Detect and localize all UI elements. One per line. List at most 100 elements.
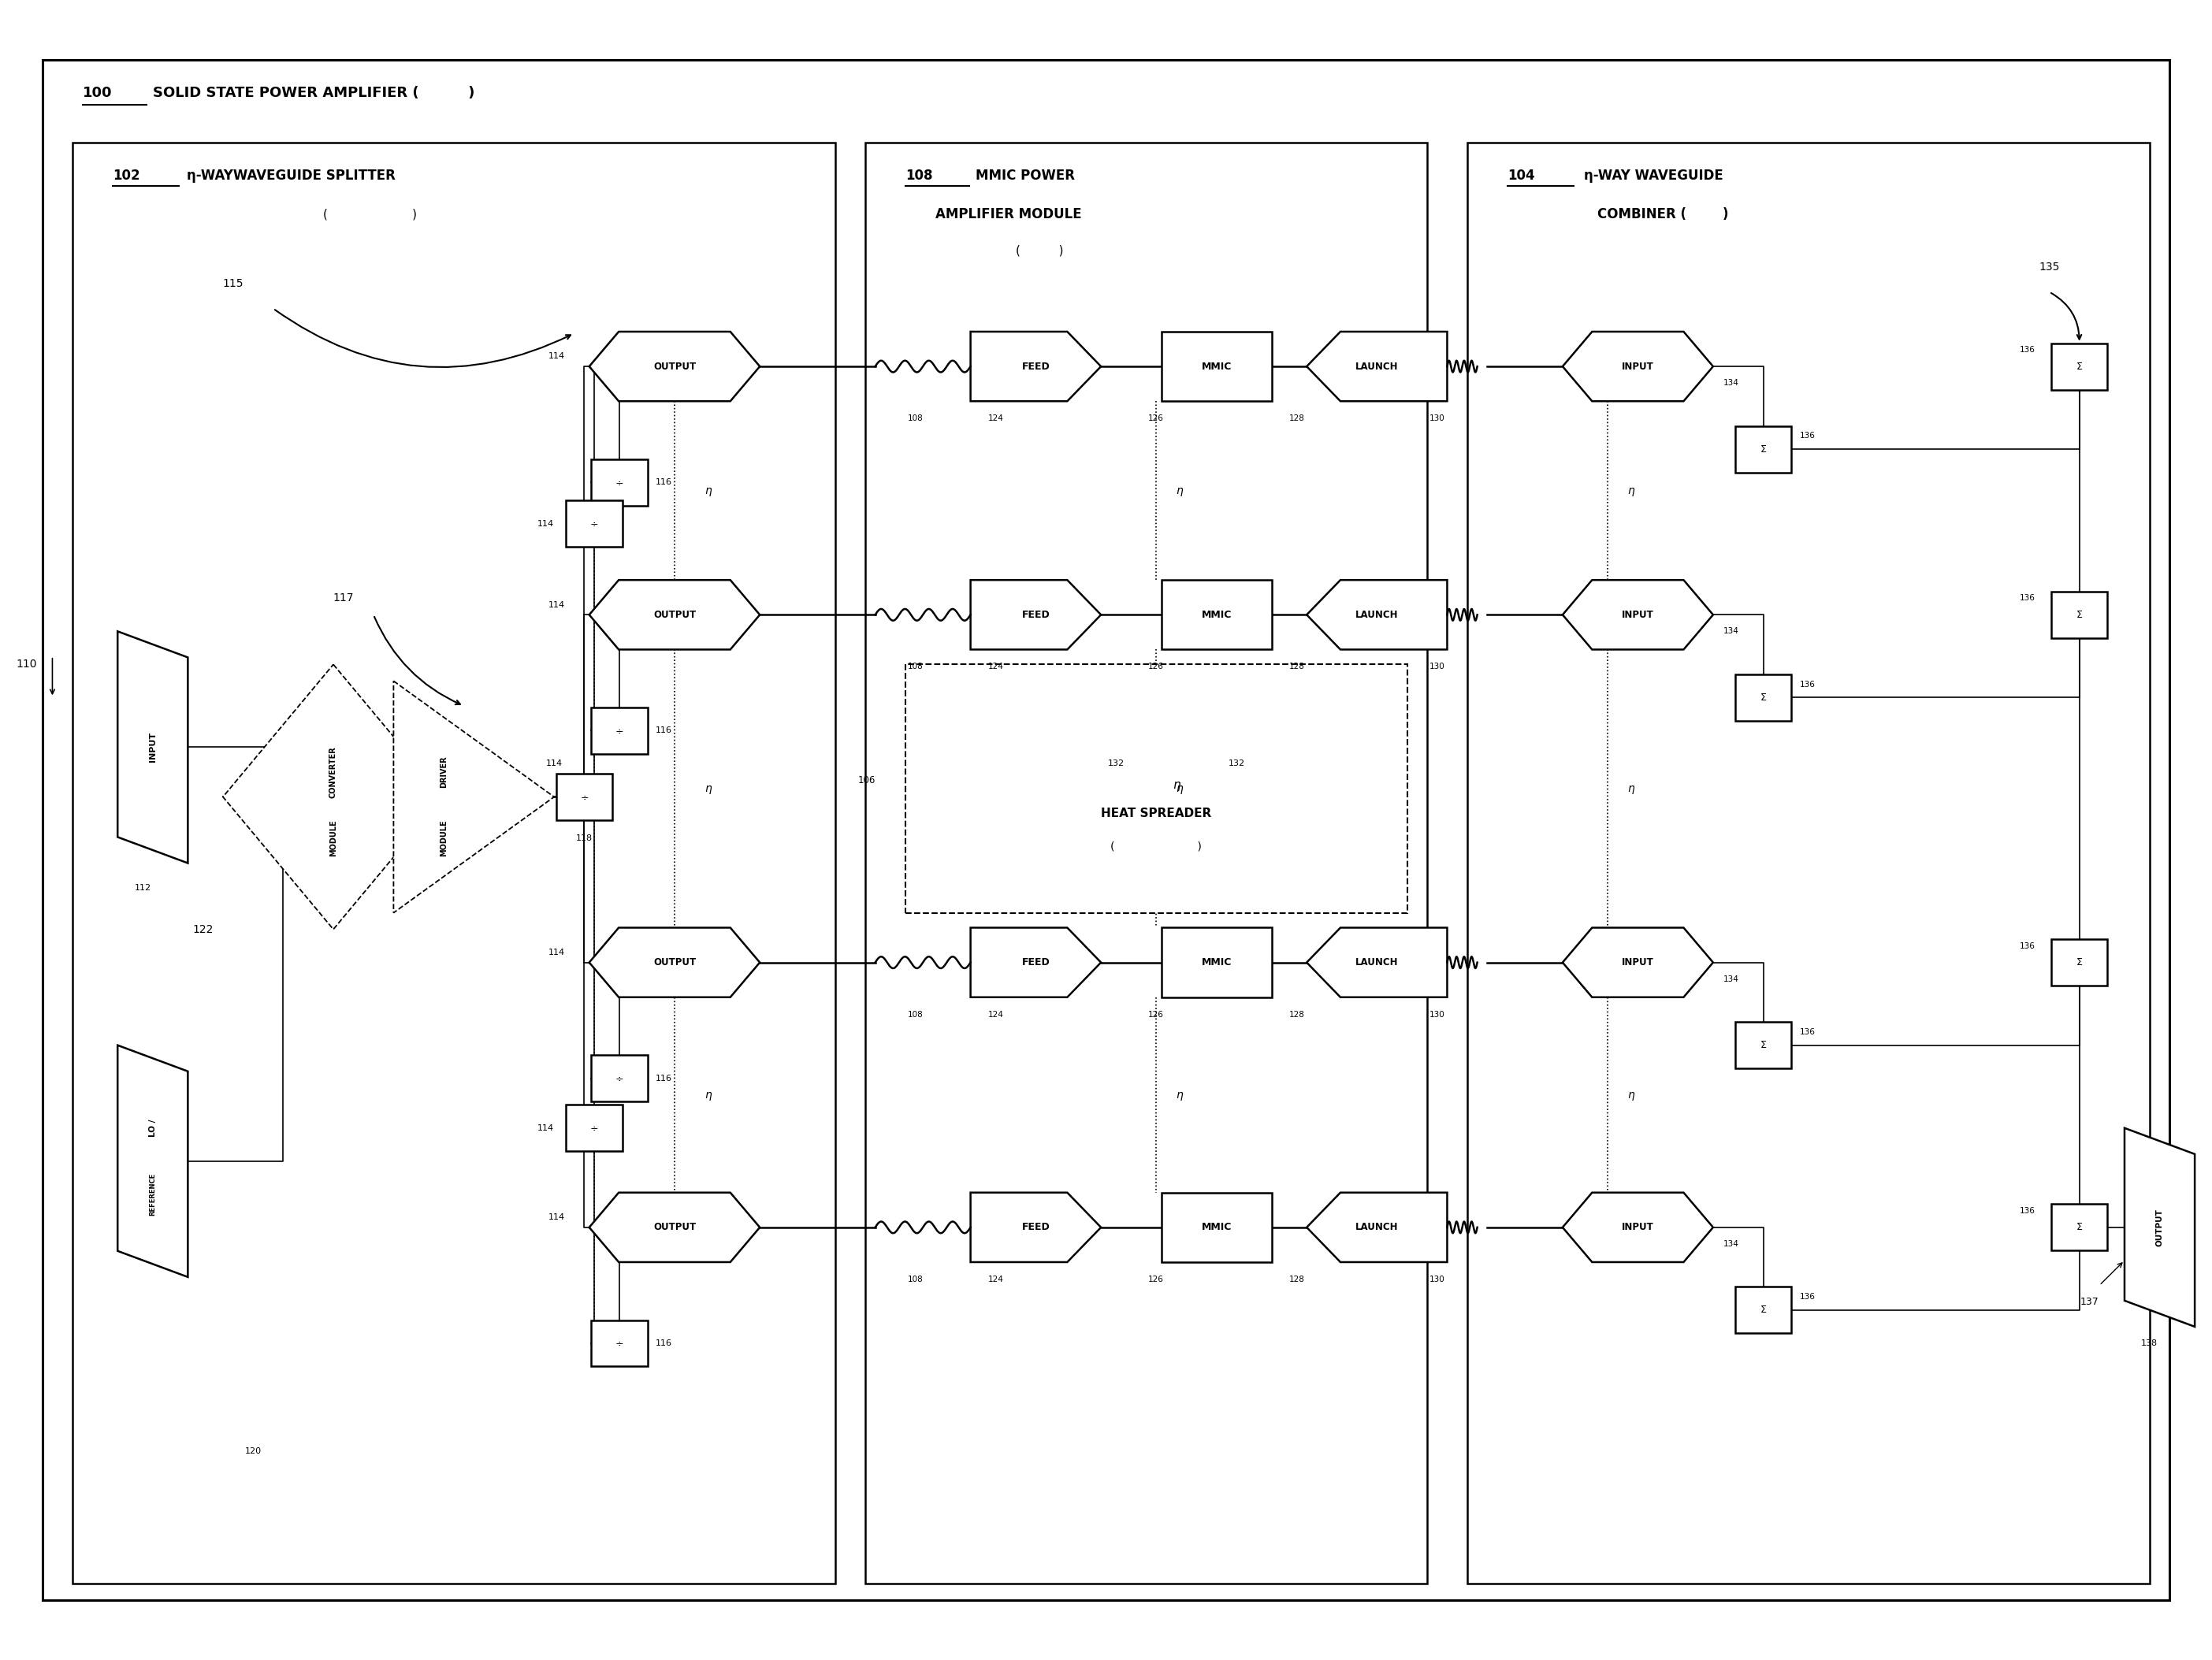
Polygon shape <box>117 1046 188 1277</box>
Polygon shape <box>1307 579 1447 649</box>
Text: 134: 134 <box>1723 627 1739 636</box>
Text: 128: 128 <box>1290 1011 1305 1018</box>
Text: 128: 128 <box>1290 1275 1305 1283</box>
Text: 116: 116 <box>655 1340 672 1348</box>
Text: FEED: FEED <box>1022 958 1051 968</box>
Text: $\Sigma$: $\Sigma$ <box>2075 609 2084 619</box>
Text: 115: 115 <box>223 279 243 289</box>
Text: 116: 116 <box>655 727 672 735</box>
Text: η: η <box>706 485 712 496</box>
Polygon shape <box>1307 928 1447 998</box>
Text: $\Sigma$: $\Sigma$ <box>2075 1222 2084 1232</box>
FancyBboxPatch shape <box>2051 940 2108 986</box>
Polygon shape <box>588 332 759 402</box>
Text: 106: 106 <box>858 775 876 785</box>
Polygon shape <box>1562 579 1712 649</box>
Text: 134: 134 <box>1723 378 1739 387</box>
Text: 124: 124 <box>989 1011 1004 1018</box>
Text: OUTPUT: OUTPUT <box>653 958 697 968</box>
Polygon shape <box>971 928 1102 998</box>
Text: 138: 138 <box>2141 1340 2159 1348</box>
Text: FEED: FEED <box>1022 609 1051 619</box>
Text: 110: 110 <box>15 659 38 671</box>
Polygon shape <box>588 928 759 998</box>
FancyBboxPatch shape <box>1161 928 1272 998</box>
Text: $\Sigma$: $\Sigma$ <box>2075 958 2084 968</box>
Text: 114: 114 <box>549 352 564 360</box>
FancyBboxPatch shape <box>591 707 648 754</box>
Polygon shape <box>1307 1192 1447 1262</box>
FancyBboxPatch shape <box>73 143 836 1584</box>
Text: $\div$: $\div$ <box>615 1074 624 1084</box>
Text: $\Sigma$: $\Sigma$ <box>1761 1305 1767 1315</box>
Text: INPUT: INPUT <box>148 732 157 762</box>
FancyBboxPatch shape <box>113 1227 473 1459</box>
Text: 124: 124 <box>989 662 1004 671</box>
Text: η: η <box>1177 784 1183 793</box>
Text: η-WAY WAVEGUIDE: η-WAY WAVEGUIDE <box>1584 169 1723 183</box>
Text: 128: 128 <box>1290 415 1305 422</box>
Text: 112: 112 <box>135 885 150 891</box>
Text: (                        ): ( ) <box>1110 842 1201 852</box>
FancyBboxPatch shape <box>1161 579 1272 649</box>
Text: η: η <box>1628 485 1635 496</box>
Text: 104: 104 <box>1506 169 1535 183</box>
FancyBboxPatch shape <box>1734 1286 1792 1333</box>
Text: 126: 126 <box>1148 1011 1164 1018</box>
Text: 108: 108 <box>907 662 922 671</box>
Text: LO /: LO / <box>148 1119 157 1137</box>
Text: COMBINER (        ): COMBINER ( ) <box>1597 208 1730 221</box>
Text: MMIC: MMIC <box>1201 958 1232 968</box>
Polygon shape <box>971 579 1102 649</box>
Text: 135: 135 <box>2039 262 2059 272</box>
Polygon shape <box>971 1192 1102 1262</box>
Text: MODULE: MODULE <box>440 820 447 857</box>
Text: 116: 116 <box>655 478 672 486</box>
FancyBboxPatch shape <box>591 1320 648 1366</box>
Text: η: η <box>1177 1089 1183 1101</box>
FancyBboxPatch shape <box>591 1056 648 1102</box>
Text: MMIC: MMIC <box>1201 362 1232 372</box>
Text: 132: 132 <box>1228 760 1245 767</box>
Text: 137: 137 <box>2079 1296 2099 1306</box>
Text: 136: 136 <box>2020 941 2035 950</box>
Text: 114: 114 <box>549 601 564 609</box>
Text: 130: 130 <box>1429 1011 1444 1018</box>
Text: 134: 134 <box>1723 1240 1739 1248</box>
FancyBboxPatch shape <box>1734 427 1792 473</box>
FancyBboxPatch shape <box>905 664 1407 913</box>
Text: η-WAYWAVEGUIDE SPLITTER: η-WAYWAVEGUIDE SPLITTER <box>186 169 396 183</box>
FancyBboxPatch shape <box>1467 143 2150 1584</box>
Text: REFERENCE: REFERENCE <box>148 1174 157 1215</box>
Text: 130: 130 <box>1429 662 1444 671</box>
Text: INPUT: INPUT <box>1621 362 1655 372</box>
Text: 100: 100 <box>82 86 113 100</box>
Text: $\Sigma$: $\Sigma$ <box>1761 1041 1767 1051</box>
Text: LAUNCH: LAUNCH <box>1356 958 1398 968</box>
Text: LAUNCH: LAUNCH <box>1356 362 1398 372</box>
Text: 114: 114 <box>546 760 562 767</box>
FancyBboxPatch shape <box>1161 332 1272 402</box>
Text: 136: 136 <box>1798 1028 1816 1036</box>
Text: $\Sigma$: $\Sigma$ <box>1761 445 1767 455</box>
Polygon shape <box>223 664 445 930</box>
Text: 108: 108 <box>907 415 922 422</box>
Text: 136: 136 <box>1798 1293 1816 1301</box>
Text: 136: 136 <box>2020 594 2035 603</box>
Text: 108: 108 <box>907 1011 922 1018</box>
Text: 134: 134 <box>1723 974 1739 983</box>
FancyBboxPatch shape <box>591 460 648 506</box>
Text: MMIC: MMIC <box>1201 1222 1232 1232</box>
Text: INPUT: INPUT <box>1621 609 1655 619</box>
Text: η: η <box>706 1089 712 1101</box>
Text: 114: 114 <box>549 948 564 956</box>
Text: 108: 108 <box>907 1275 922 1283</box>
Text: $\div$: $\div$ <box>591 1122 599 1134</box>
Text: FEED: FEED <box>1022 1222 1051 1232</box>
Text: $\Sigma$: $\Sigma$ <box>2075 362 2084 372</box>
Text: SOLID STATE POWER AMPLIFIER (          ): SOLID STATE POWER AMPLIFIER ( ) <box>153 86 476 100</box>
Text: CONVERTER: CONVERTER <box>330 745 336 798</box>
Text: 126: 126 <box>1148 415 1164 422</box>
Text: INPUT: INPUT <box>1621 1222 1655 1232</box>
Text: FEED: FEED <box>1022 362 1051 372</box>
